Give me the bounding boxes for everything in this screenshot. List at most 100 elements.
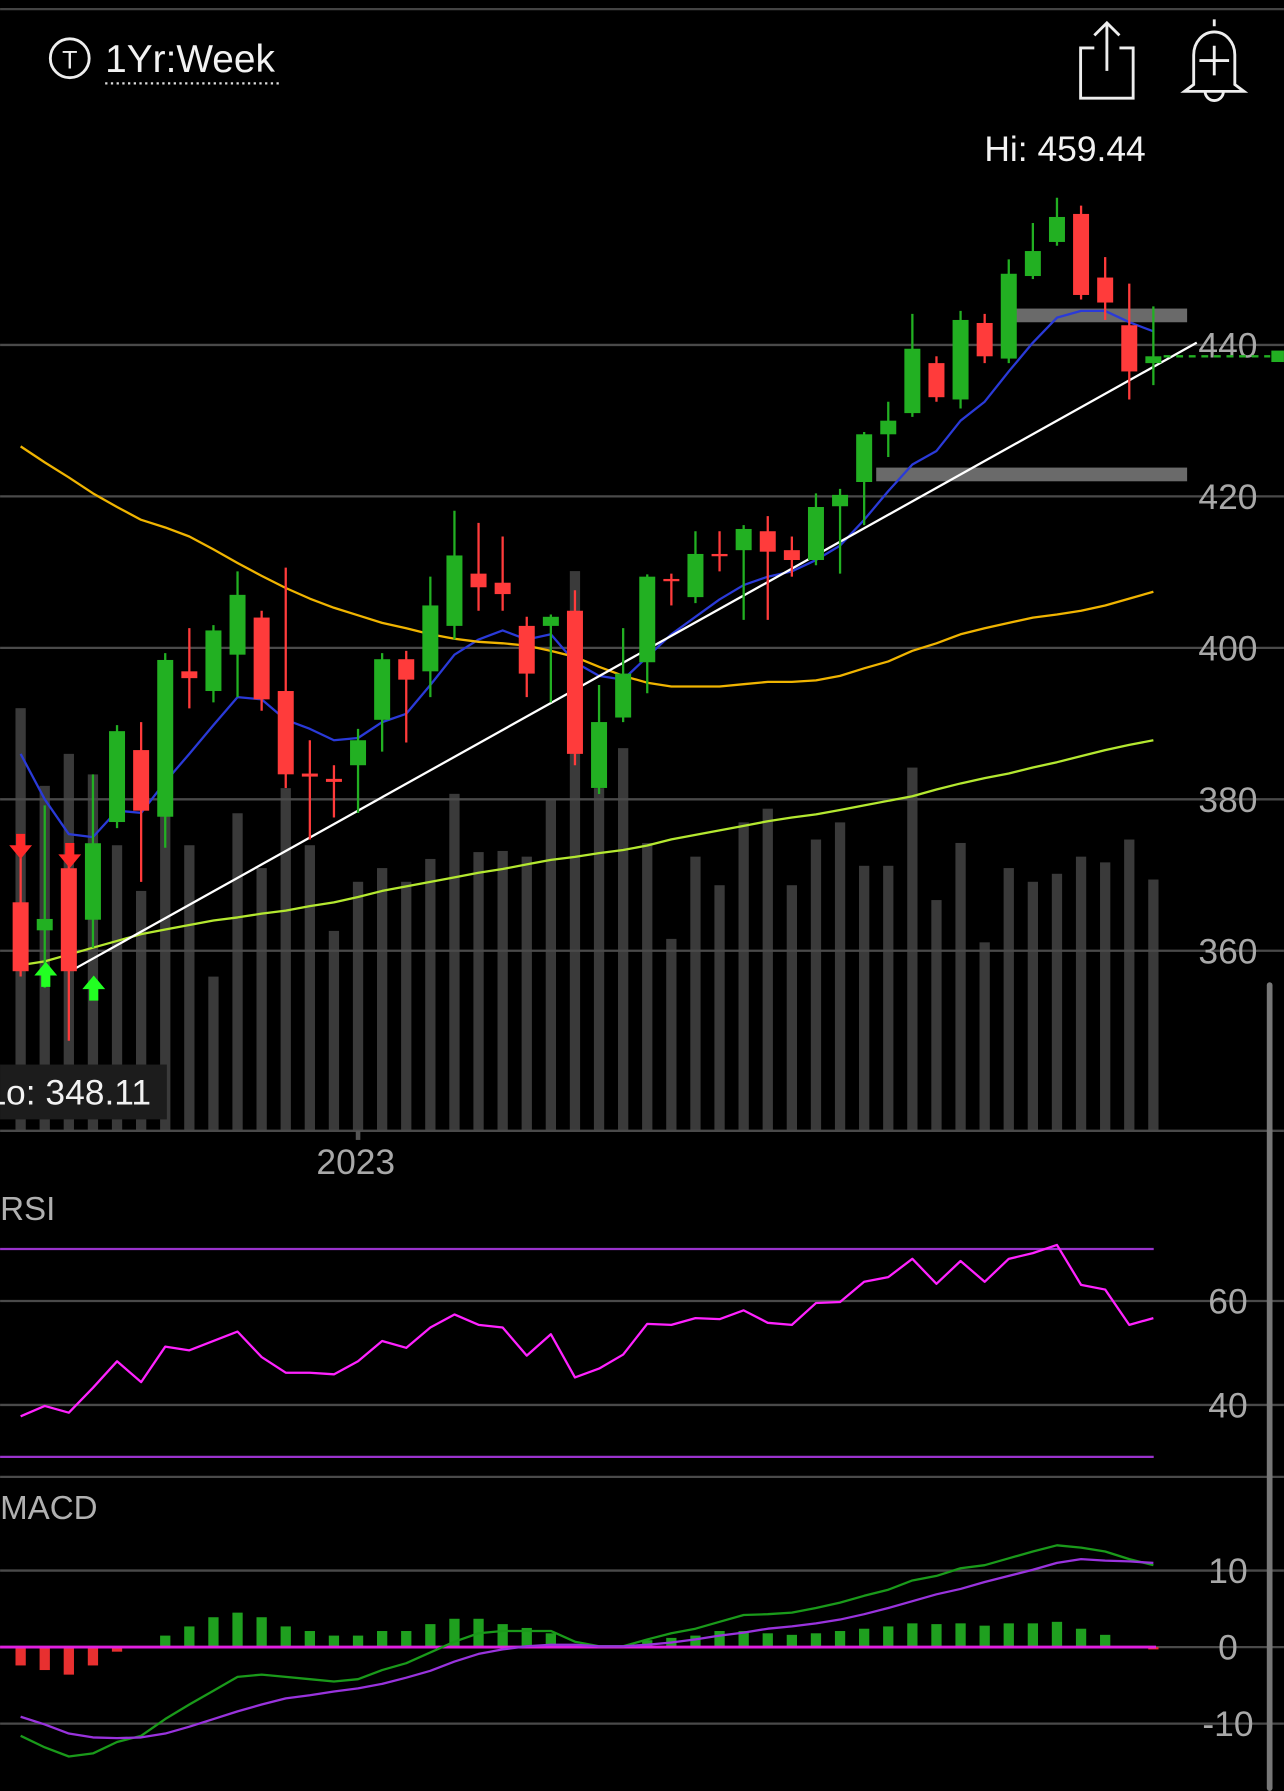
histogram-bar	[111, 1647, 123, 1652]
candle-body	[60, 868, 77, 972]
alert-button[interactable]	[1180, 19, 1249, 102]
volume-bar	[762, 808, 773, 1131]
y-tick-label: 40	[1208, 1385, 1247, 1425]
volume-bar	[593, 788, 605, 1131]
volume-bar	[786, 885, 797, 1131]
histogram-bar	[15, 1647, 26, 1666]
histogram-bar	[184, 1626, 195, 1648]
candle-body	[615, 673, 632, 718]
candle-body	[84, 843, 101, 920]
candle-body	[12, 902, 29, 972]
volume-bar	[280, 788, 291, 1131]
histogram-bar	[39, 1647, 50, 1671]
volume-bar	[979, 942, 990, 1131]
volume-bar	[859, 865, 870, 1131]
candle-body	[470, 573, 487, 588]
volume-bar	[111, 845, 123, 1131]
candle-body	[904, 348, 921, 414]
candle-body	[1145, 356, 1162, 364]
volume-bar	[521, 856, 532, 1131]
candle-body	[133, 750, 150, 811]
candle-body	[253, 617, 270, 700]
volume-bar	[1003, 868, 1014, 1131]
histogram-bar	[907, 1623, 918, 1648]
histogram-bar	[1051, 1621, 1063, 1648]
histogram-bar	[1100, 1634, 1111, 1648]
volume-bar	[497, 850, 508, 1131]
histogram-bar	[786, 1634, 797, 1648]
histogram-bar	[208, 1617, 219, 1648]
last-price-marker	[1271, 350, 1284, 363]
candle-body	[36, 918, 53, 931]
y-tick-label: 360	[1198, 931, 1257, 971]
volume-bar	[569, 571, 581, 1131]
histogram-bar	[1003, 1623, 1014, 1648]
volume-bar	[449, 793, 460, 1131]
histogram-bar	[810, 1633, 822, 1648]
volume-bar	[1051, 873, 1063, 1131]
candle-body	[325, 778, 342, 782]
candle-body	[109, 731, 126, 823]
candle-body	[350, 740, 367, 766]
volume-bar	[1100, 862, 1111, 1131]
rsi-line	[20, 1243, 1154, 1418]
histogram-bar	[955, 1623, 966, 1648]
y-tick-label: 60	[1208, 1282, 1247, 1322]
candle-body	[1097, 277, 1114, 303]
histogram-bar	[425, 1624, 436, 1648]
candle-body	[591, 722, 608, 788]
low-label-box	[0, 1064, 167, 1120]
histogram-bar	[449, 1618, 460, 1648]
histogram-bar	[280, 1626, 291, 1648]
volume-bar	[738, 822, 749, 1131]
y-tick-label: 420	[1198, 477, 1257, 517]
volume-bar	[135, 890, 147, 1131]
volume-bar	[377, 868, 388, 1131]
bell-plus	[1199, 45, 1230, 76]
y-tick-label: 0	[1218, 1628, 1238, 1668]
volume-bar	[87, 774, 99, 1131]
histogram-bar	[160, 1635, 171, 1648]
candle-body	[1000, 273, 1017, 359]
candle-body	[229, 594, 246, 655]
volume-bar	[352, 881, 364, 1131]
volume-bar	[425, 858, 436, 1131]
buy-arrow	[34, 961, 58, 987]
candle-body	[374, 659, 391, 720]
candle-body	[759, 531, 776, 552]
volume-bar	[232, 813, 243, 1131]
scrollbar[interactable]	[1266, 982, 1273, 1791]
volume-bar	[160, 788, 171, 1131]
moving-average	[20, 739, 1154, 967]
volume-bar	[1075, 856, 1087, 1131]
candle-body	[1073, 213, 1090, 295]
histogram-bar	[883, 1626, 894, 1648]
volume-bar	[955, 842, 966, 1131]
candle-body	[976, 322, 993, 357]
histogram-bar	[1075, 1628, 1087, 1648]
candle-body	[735, 528, 752, 551]
candle-body	[1121, 325, 1138, 372]
volume-bar	[714, 885, 725, 1131]
candle-body	[639, 576, 656, 663]
candle-body	[181, 671, 198, 679]
candle-body	[783, 550, 800, 561]
timeframe-selector[interactable]: T 1Yr:Week	[48, 37, 282, 85]
volume-bar	[1124, 839, 1135, 1131]
histogram-bar	[232, 1612, 243, 1648]
histogram-bar	[931, 1624, 942, 1648]
moving-average	[19, 309, 1154, 839]
macd-line	[20, 1557, 1154, 1740]
candle-body	[663, 578, 680, 582]
volume-bar	[690, 856, 701, 1131]
histogram-bar	[497, 1624, 508, 1648]
share-button[interactable]	[1079, 20, 1135, 100]
histogram-bar	[377, 1631, 388, 1648]
candle-body	[832, 494, 849, 507]
trendline	[73, 341, 1198, 970]
volume-bar	[931, 900, 942, 1131]
ticker-icon-letter: T	[62, 47, 77, 75]
candle-body	[446, 555, 463, 626]
volume-bar	[907, 767, 918, 1131]
